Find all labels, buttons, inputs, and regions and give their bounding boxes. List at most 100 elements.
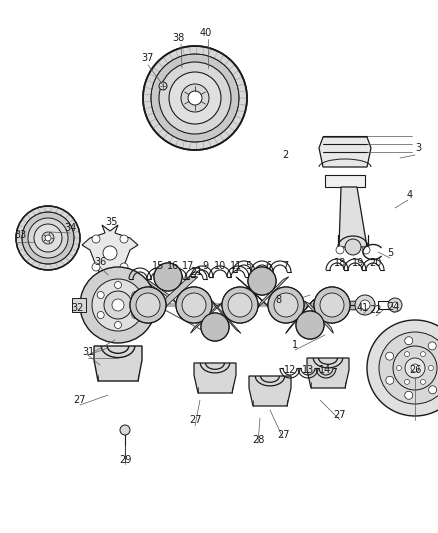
Circle shape [98, 277, 106, 285]
Circle shape [28, 218, 68, 258]
Circle shape [188, 91, 202, 105]
Circle shape [92, 263, 100, 271]
Circle shape [114, 321, 121, 328]
Circle shape [355, 295, 375, 315]
Circle shape [92, 235, 100, 243]
Text: 40: 40 [200, 28, 212, 38]
Text: 41: 41 [357, 303, 369, 313]
Circle shape [181, 84, 209, 112]
Circle shape [151, 54, 239, 142]
Circle shape [97, 311, 104, 319]
Polygon shape [191, 303, 223, 333]
Circle shape [405, 358, 425, 378]
Circle shape [248, 267, 276, 295]
Polygon shape [339, 187, 367, 247]
Polygon shape [286, 300, 314, 334]
Circle shape [103, 246, 117, 260]
Circle shape [182, 293, 206, 317]
Polygon shape [319, 137, 371, 167]
Circle shape [296, 311, 324, 339]
Polygon shape [236, 277, 268, 306]
Circle shape [268, 287, 304, 323]
Circle shape [112, 299, 124, 311]
Text: 6: 6 [265, 261, 271, 271]
Polygon shape [249, 376, 291, 406]
Circle shape [136, 293, 160, 317]
Circle shape [169, 72, 221, 124]
Circle shape [114, 277, 122, 285]
Text: 9: 9 [202, 261, 208, 271]
Text: 38: 38 [172, 33, 184, 43]
Circle shape [136, 293, 160, 317]
Polygon shape [212, 301, 241, 334]
Text: 32: 32 [72, 303, 84, 313]
Text: 19: 19 [352, 258, 364, 268]
Polygon shape [258, 277, 289, 308]
Text: 27: 27 [74, 395, 86, 405]
Text: 10: 10 [214, 261, 226, 271]
Circle shape [336, 246, 344, 254]
Circle shape [248, 267, 276, 295]
Text: 35: 35 [106, 217, 118, 227]
Circle shape [176, 287, 212, 323]
Circle shape [429, 386, 437, 394]
Text: 21: 21 [190, 267, 202, 277]
Text: 29: 29 [119, 455, 131, 465]
Text: 8: 8 [275, 295, 281, 305]
Text: 5: 5 [387, 248, 393, 258]
Circle shape [274, 293, 298, 317]
Circle shape [130, 287, 166, 323]
Circle shape [345, 239, 361, 255]
Circle shape [314, 287, 350, 323]
Circle shape [201, 313, 229, 341]
Text: 2: 2 [282, 150, 288, 160]
Text: 28: 28 [252, 435, 264, 445]
Circle shape [392, 302, 398, 308]
Circle shape [16, 206, 80, 270]
Polygon shape [141, 278, 177, 303]
Text: 20: 20 [369, 258, 381, 268]
Circle shape [80, 267, 156, 343]
Circle shape [388, 298, 402, 312]
Circle shape [362, 246, 370, 254]
Circle shape [420, 352, 425, 357]
Circle shape [428, 342, 436, 350]
Text: 18: 18 [334, 258, 346, 268]
Circle shape [92, 279, 144, 331]
Circle shape [132, 292, 139, 298]
Circle shape [34, 224, 62, 252]
Text: 33: 33 [14, 230, 26, 240]
Text: 27: 27 [334, 410, 346, 420]
Polygon shape [97, 348, 139, 378]
Circle shape [405, 352, 410, 357]
Circle shape [182, 293, 206, 317]
Circle shape [159, 62, 231, 134]
Circle shape [114, 281, 121, 288]
Polygon shape [166, 277, 198, 307]
Circle shape [45, 235, 51, 241]
Circle shape [268, 287, 304, 323]
Text: 5: 5 [245, 261, 251, 271]
Circle shape [411, 364, 419, 372]
Text: 27: 27 [277, 430, 289, 440]
Circle shape [97, 292, 104, 298]
Circle shape [228, 293, 252, 317]
Circle shape [320, 293, 344, 317]
Text: 24: 24 [387, 302, 399, 312]
Circle shape [42, 232, 54, 244]
Circle shape [360, 300, 370, 310]
Circle shape [228, 293, 252, 317]
Text: 34: 34 [64, 223, 76, 233]
Polygon shape [82, 225, 138, 278]
Text: 31: 31 [82, 347, 94, 357]
Circle shape [120, 425, 130, 435]
Circle shape [132, 311, 139, 319]
Polygon shape [304, 301, 333, 333]
Text: 17: 17 [182, 261, 194, 271]
Circle shape [379, 332, 438, 404]
Bar [72, 298, 86, 312]
Text: 16: 16 [167, 261, 179, 271]
Polygon shape [194, 363, 236, 393]
Circle shape [201, 313, 229, 341]
Circle shape [154, 263, 182, 291]
